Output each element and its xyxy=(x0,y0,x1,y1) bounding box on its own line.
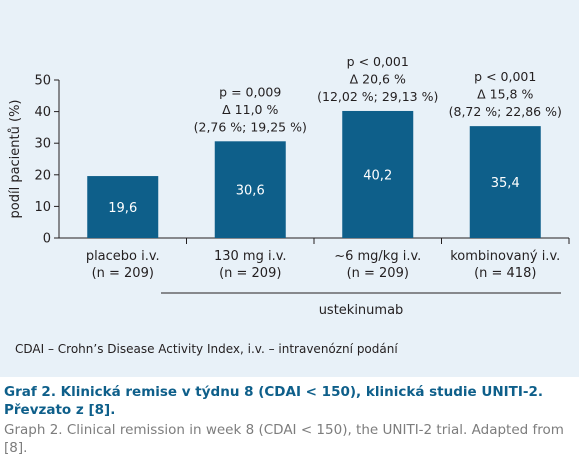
y-tick-label: 40 xyxy=(34,105,51,120)
significance-annotation: p < 0,001 xyxy=(474,69,536,84)
x-tick-label-n: (n = 418) xyxy=(474,266,536,281)
significance-annotation: (8,72 %; 22,86 %) xyxy=(449,104,562,119)
significance-annotation: (2,76 %; 19,25 %) xyxy=(194,119,307,134)
bar xyxy=(214,141,286,238)
x-tick-label: 130 mg i.v. xyxy=(214,249,287,264)
figure-caption: Graf 2. Klinická remise v týdnu 8 (CDAI … xyxy=(4,383,574,457)
x-tick-label: kombinovaný i.v. xyxy=(450,249,560,264)
significance-annotation: Δ 15,8 % xyxy=(477,87,533,102)
bar xyxy=(342,110,414,238)
bar-value-label: 35,4 xyxy=(491,176,520,191)
x-tick-label-n: (n = 209) xyxy=(219,266,281,281)
x-tick-label: ~6 mg/kg i.v. xyxy=(334,249,421,264)
footnote: CDAI – Crohn’s Disease Activity Index, i… xyxy=(15,342,398,356)
bar xyxy=(469,126,541,238)
significance-annotation: p < 0,001 xyxy=(347,54,409,69)
bar-value-label: 30,6 xyxy=(236,184,265,199)
x-tick-label-n: (n = 209) xyxy=(347,266,409,281)
y-tick-label: 30 xyxy=(34,137,51,152)
significance-annotation: Δ 11,0 % xyxy=(222,102,278,117)
x-tick-label-n: (n = 209) xyxy=(92,266,154,281)
y-tick-label: 20 xyxy=(34,168,51,183)
bar-chart: 0 10 20 30 40 50 podíl pacientů (%) 19,6 placebo… xyxy=(8,54,570,318)
bar-value-label: 19,6 xyxy=(108,201,137,216)
caption-czech: Graf 2. Klinická remise v týdnu 8 (CDAI … xyxy=(4,384,544,418)
group-label: ustekinumab xyxy=(319,303,404,318)
y-tick-label: 0 xyxy=(43,232,51,247)
y-axis-title: podíl pacientů (%) xyxy=(8,100,23,219)
caption-english: Graph 2. Clinical remission in week 8 (C… xyxy=(4,422,564,456)
y-tick-label: 50 xyxy=(34,74,51,89)
bar xyxy=(87,176,159,238)
bar-value-label: 40,2 xyxy=(363,168,392,183)
significance-annotation: (12,02 %; 29,13 %) xyxy=(317,89,438,104)
y-tick-label: 10 xyxy=(34,200,51,215)
significance-annotation: p = 0,009 xyxy=(219,84,281,99)
significance-annotation: Δ 20,6 % xyxy=(350,71,406,86)
x-tick-label: placebo i.v. xyxy=(86,249,160,264)
